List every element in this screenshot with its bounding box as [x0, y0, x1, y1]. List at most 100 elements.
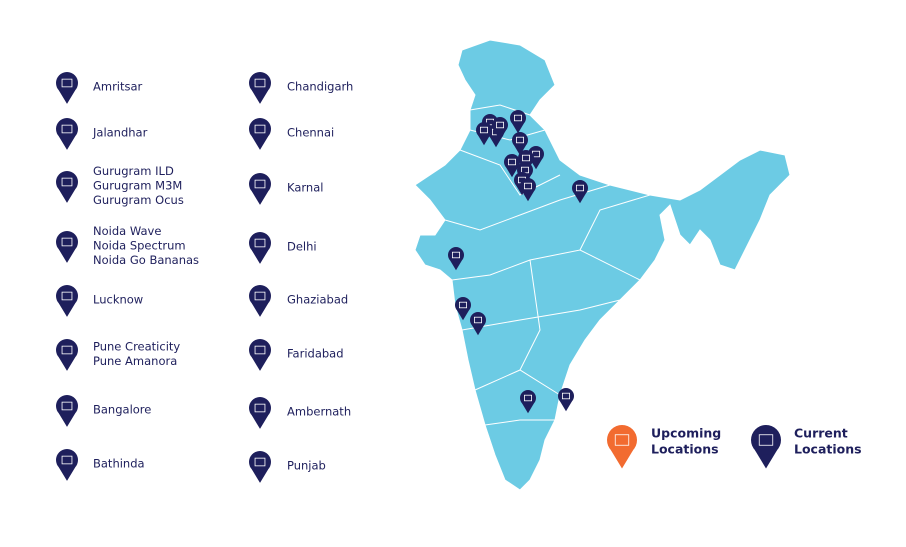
pin-shape	[251, 250, 269, 264]
pin-icon	[56, 395, 78, 427]
pin-shape	[490, 137, 502, 148]
pin-shape	[58, 357, 76, 371]
pin-glyph	[758, 434, 774, 446]
pin-icon	[56, 72, 78, 104]
pin-icon	[607, 425, 637, 469]
pin-icon	[56, 449, 78, 481]
pin-icon	[510, 110, 526, 134]
pin-icon	[455, 297, 471, 321]
pin-shape	[512, 123, 524, 134]
pin-head	[504, 154, 520, 170]
pin-shape	[754, 449, 778, 469]
pin-head	[520, 178, 536, 194]
pin-glyph	[522, 154, 531, 162]
pin-glyph	[507, 158, 516, 166]
pin-shape	[58, 136, 76, 150]
pin-shape	[251, 90, 269, 104]
pin-head	[558, 388, 574, 404]
pin-shape	[251, 469, 269, 483]
location-name: Karnal	[287, 181, 323, 195]
pin-head	[249, 285, 271, 307]
location-name: Chennai	[287, 126, 334, 140]
pin-head	[470, 312, 486, 328]
pin-glyph	[524, 394, 533, 402]
pin-icon	[249, 72, 271, 104]
location-name: Punjab	[287, 459, 326, 473]
pin-shape	[251, 136, 269, 150]
pin-icon	[249, 451, 271, 483]
pin-shape	[58, 303, 76, 317]
pin-glyph	[61, 124, 73, 134]
pin-shape	[560, 401, 572, 412]
pin-icon	[572, 180, 588, 204]
pin-shape	[251, 191, 269, 205]
pin-glyph	[254, 457, 266, 467]
pin-glyph	[61, 345, 73, 355]
pin-icon	[520, 390, 536, 414]
pin-icon	[249, 339, 271, 371]
location-name: Ghaziabad	[287, 293, 348, 307]
pin-head	[448, 247, 464, 263]
pin-shape	[610, 449, 634, 469]
pin-glyph	[576, 184, 585, 192]
pin-icon	[249, 173, 271, 205]
legend-label: Current	[794, 426, 848, 441]
map-pins	[448, 110, 588, 414]
pin-head	[249, 339, 271, 361]
pin-glyph	[254, 238, 266, 248]
location-name: Chandigarh	[287, 80, 353, 94]
pin-head	[249, 451, 271, 473]
location-name: Pune Creaticity	[93, 339, 180, 353]
pin-glyph	[254, 345, 266, 355]
pin-head	[607, 425, 637, 455]
pin-head	[512, 132, 528, 148]
pin-glyph	[61, 455, 73, 465]
location-name: Pune Amanora	[93, 354, 177, 368]
location-name: Bangalore	[93, 403, 151, 417]
location-name: Amritsar	[93, 80, 143, 94]
pin-head	[455, 297, 471, 313]
pin-head	[56, 449, 78, 471]
pin-glyph	[473, 316, 482, 324]
pin-head	[751, 425, 781, 455]
pin-shape	[574, 193, 586, 204]
pin-shape	[506, 167, 518, 178]
pin-icon	[476, 122, 492, 146]
pin-head	[249, 397, 271, 419]
pin-icon	[520, 178, 536, 202]
pin-glyph	[61, 291, 73, 301]
pin-glyph	[254, 403, 266, 413]
location-name: Bathinda	[93, 457, 145, 471]
location-name: Noida Spectrum	[93, 239, 186, 253]
pin-icon	[512, 132, 528, 156]
pin-icon	[56, 118, 78, 150]
pin-glyph	[514, 114, 523, 122]
pin-shape	[457, 310, 469, 321]
pin-glyph	[495, 121, 504, 129]
pin-shape	[251, 357, 269, 371]
pin-glyph	[451, 251, 460, 259]
pin-head	[56, 339, 78, 361]
pin-icon	[249, 232, 271, 264]
pin-icon	[448, 247, 464, 271]
pin-glyph	[524, 182, 533, 190]
india-map	[414, 39, 791, 491]
pin-head	[56, 285, 78, 307]
pin-glyph	[61, 177, 73, 187]
pin-icon	[56, 171, 78, 203]
pin-head	[56, 171, 78, 193]
pin-icon	[558, 388, 574, 412]
pin-shape	[58, 467, 76, 481]
pin-icon	[492, 117, 508, 141]
pin-head	[56, 118, 78, 140]
location-name: Jalandhar	[92, 126, 148, 140]
pin-icon	[56, 231, 78, 263]
legend-label: Locations	[651, 442, 719, 457]
pin-icon	[56, 339, 78, 371]
pin-icon	[249, 397, 271, 429]
pin-glyph	[614, 434, 630, 446]
pin-shape	[472, 325, 484, 336]
location-name: Faridabad	[287, 347, 344, 361]
pin-head	[56, 72, 78, 94]
pin-glyph	[458, 301, 467, 309]
